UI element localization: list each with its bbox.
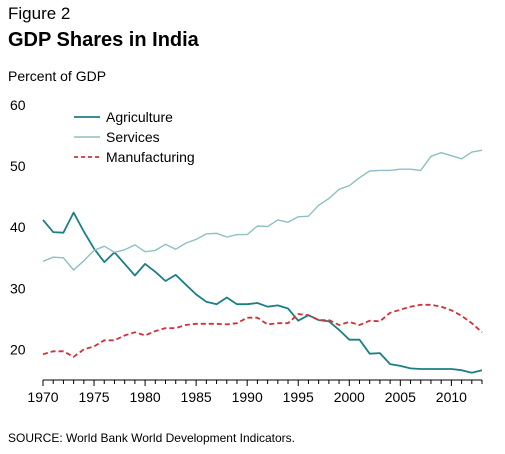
legend-label-agriculture: Agriculture xyxy=(106,109,173,125)
series-lines xyxy=(42,149,483,374)
x-tick-label: 2000 xyxy=(334,389,365,405)
x-tick-label: 1990 xyxy=(232,389,263,405)
series-line-agriculture xyxy=(42,211,483,374)
legend-label-services: Services xyxy=(106,129,160,145)
x-tick-label: 2010 xyxy=(436,389,467,405)
x-axis: 1970 1975 1980 1985 1990 1995 2000 2005 2010 xyxy=(27,379,483,405)
y-tick-label: 50 xyxy=(10,158,26,174)
source-note: SOURCE: World Bank World Development Ind… xyxy=(8,431,295,445)
series-line-services xyxy=(42,149,483,271)
y-tick-label: 40 xyxy=(10,219,26,235)
x-tick-label: 1980 xyxy=(130,389,161,405)
y-axis-title: Percent of GDP xyxy=(8,68,107,84)
y-tick-label: 20 xyxy=(10,341,26,357)
x-tick-label: 1970 xyxy=(27,389,58,405)
legend: Agriculture Services Manufacturing xyxy=(74,109,195,165)
x-tick-label: 1995 xyxy=(283,389,314,405)
series-line-manufacturing xyxy=(42,303,483,358)
x-tick-label: 2005 xyxy=(385,389,416,405)
chart-title: GDP Shares in India xyxy=(8,29,199,51)
x-tick-label: 1975 xyxy=(78,389,109,405)
y-tick-labels: 20 30 40 50 60 xyxy=(10,97,26,357)
x-tick-label: 1985 xyxy=(181,389,212,405)
figure-label: Figure 2 xyxy=(8,4,71,23)
legend-label-manufacturing: Manufacturing xyxy=(106,149,195,165)
y-tick-label: 60 xyxy=(10,97,26,113)
y-tick-label: 30 xyxy=(10,280,26,296)
